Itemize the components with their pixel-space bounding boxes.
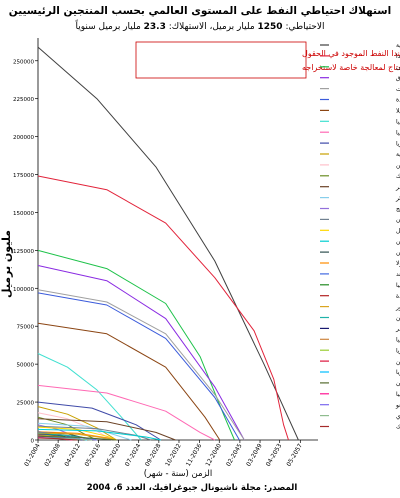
y-tick-label: 175000 — [13, 173, 34, 179]
legend-label-5: الكويت — [396, 86, 400, 93]
x-tick-label: 11-2036 — [185, 442, 204, 467]
y-tick-label: 200000 — [13, 135, 34, 141]
legend-label-25: الإكوادور — [395, 304, 400, 311]
subtitle-consumption: 23.3 — [144, 22, 166, 32]
y-tick-label: 25000 — [17, 401, 35, 407]
legend-label-16: النرويج — [396, 206, 400, 213]
series-line-1 — [37, 46, 299, 441]
x-tick-label: 03-2049 — [245, 442, 264, 467]
series-line-10 — [37, 401, 162, 441]
series-line-17 — [37, 425, 152, 441]
chart-subtitle: الاحتياطي: 1250 مليار برميل، الاستهلاك: … — [74, 19, 324, 32]
legend-label-23: إندونيسيا — [396, 282, 400, 289]
x-tick-label: 02-2045 — [225, 442, 244, 467]
x-tick-label: 05-2016 — [84, 442, 103, 467]
subtitle-prefix: الاحتياطي: — [283, 22, 325, 32]
legend: المملكة العربية السعودية كندا إيران العراق ا… — [320, 42, 400, 431]
legend-label-6: الإمارات العربية المتحدة — [396, 97, 400, 104]
legend-label-35: بروناي — [396, 413, 400, 420]
x-tick-label: 01-2004 — [23, 442, 42, 467]
legend-label-24: المملكة المتحدة — [396, 293, 400, 300]
annotation-line-1: يتضمن احتياطي كندا النفط الموجود في الحق… — [302, 49, 400, 58]
y-axis-label: مليون برميل — [0, 230, 13, 298]
source-note: المصدر: مجلة ناشيونال جيوغرافيك، العدد 6… — [87, 483, 298, 493]
x-tick-label: 09-2028 — [144, 442, 163, 467]
series-line-3 — [37, 249, 235, 441]
legend-label-20: عمان — [396, 249, 400, 256]
series-line-19 — [37, 428, 161, 441]
chart-title: استهلاك احتياطي النفط على المستوى العالم… — [9, 5, 391, 17]
legend-label-2: كندا — [396, 53, 400, 60]
legend-label-34: الكونغو — [395, 402, 400, 409]
series-line-18 — [37, 426, 117, 441]
legend-label-27: مصر — [395, 326, 400, 333]
legend-label-26: اليمن — [396, 315, 400, 322]
annotation-line-2: الرملية، وهو يحتاج لمعالجة خاصة لاستخراج… — [302, 63, 400, 72]
subtitle-middle: مليار برميل، الاستهلاك: — [166, 22, 258, 32]
y-tick-label: 250000 — [13, 59, 34, 65]
series-line-15 — [37, 422, 132, 441]
x-tick-label: 07-2024 — [124, 442, 143, 467]
legend-label-32: الغابون — [396, 380, 400, 387]
series-line-5 — [37, 289, 245, 441]
legend-label-19: أذربيجان — [396, 237, 400, 245]
series-line-14 — [37, 418, 176, 441]
y-tick-label: 125000 — [13, 249, 34, 255]
plot-area: 0 25000 50000 75000 100000 125000 150000 175000… — [13, 38, 318, 468]
series-line-6 — [37, 292, 240, 441]
series-line-2 — [37, 175, 289, 441]
x-tick-label: 05-2057 — [285, 442, 304, 467]
legend-label-7: فنزويلا — [396, 108, 400, 115]
legend-label-28: أستراليا — [396, 336, 400, 344]
x-axis-label: الزمن (سنة - شهر) — [144, 469, 212, 479]
subtitle-reserve: 1250 — [258, 22, 283, 32]
legend-label-1: المملكة العربية السعودية — [396, 42, 400, 49]
y-tick-label: 75000 — [17, 325, 35, 331]
legend-label-22: الهند — [396, 271, 400, 278]
legend-label-29: ماليزيا — [396, 347, 400, 354]
x-tick-label: 12-2040 — [204, 442, 223, 467]
legend-label-3: إيران — [396, 64, 400, 71]
series-line-32 — [37, 435, 117, 441]
legend-label-18: البرازيل — [396, 228, 400, 235]
x-tick-label: 10-2032 — [164, 442, 183, 467]
x-tick-label: 04-2012 — [63, 442, 82, 467]
y-tick-label: 0 — [31, 439, 35, 445]
x-tick-label: 04-2053 — [265, 442, 284, 467]
legend-label-21: أنغولا — [396, 259, 400, 267]
series-line-36 — [37, 437, 78, 441]
annotation-box: يتضمن احتياطي كندا النفط الموجود في الحق… — [135, 41, 400, 79]
series-line-4 — [37, 265, 245, 441]
y-tick-label: 100000 — [13, 287, 34, 293]
subtitle-suffix: مليار برميل سنوياً — [74, 19, 143, 32]
legend-label-30: الأرجنتين — [396, 357, 400, 365]
y-tick-label: 50000 — [17, 363, 35, 369]
legend-label-15: الجزائر — [395, 195, 400, 202]
y-tick-label: 150000 — [13, 211, 34, 217]
legend-label-12: الصين — [396, 162, 400, 169]
legend-label-8: روسيا — [396, 119, 400, 126]
legend-label-31: سوريا — [396, 369, 400, 376]
legend-label-10: نيجيريا — [396, 140, 400, 147]
legend-label-9: ليبيا — [396, 129, 400, 136]
legend-label-13: المكسيك — [396, 173, 400, 180]
legend-label-17: كازاخستان — [396, 217, 400, 224]
legend-label-33: كولومبيا — [396, 391, 400, 398]
series-line-7 — [37, 322, 221, 441]
legend-label-4: العراق — [396, 75, 400, 82]
y-tick-label: 225000 — [13, 97, 34, 103]
legend-label-36: الدنمارك — [396, 424, 400, 431]
series-line-9 — [37, 384, 216, 441]
x-tick-label: 06-2020 — [104, 442, 123, 467]
x-tick-label: 02-2008 — [43, 442, 62, 467]
legend-label-11: الولايات المتحدة الأمريكية — [396, 150, 400, 158]
series-line-8 — [37, 353, 142, 441]
legend-label-14: قطر — [395, 184, 400, 191]
